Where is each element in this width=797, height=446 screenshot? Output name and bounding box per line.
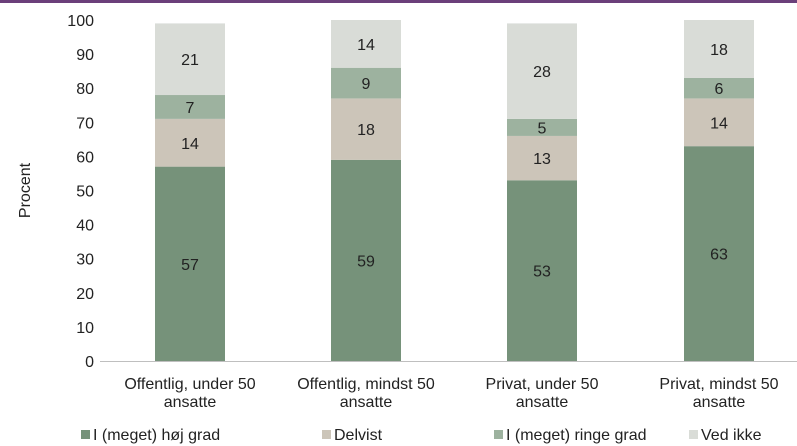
bar-stack: 53 13 5 28 (507, 23, 577, 361)
data-label: 57 (181, 257, 199, 274)
legend-item: Ved ikke (689, 427, 762, 444)
data-label: 63 (710, 247, 728, 264)
data-label: 53 (533, 264, 551, 281)
bars: 57 14 7 21 59 18 9 14 53 13 5 28 63 14 6 18 (155, 20, 754, 361)
data-label: 14 (357, 37, 375, 54)
category-label: ansatte (164, 394, 217, 411)
data-label: 59 (357, 253, 375, 270)
bar-segment (331, 67, 401, 99)
bar-segment (155, 118, 225, 167)
bar-stack: 57 14 7 21 (155, 23, 225, 361)
legend-swatch (689, 430, 698, 439)
legend-swatch (81, 430, 90, 439)
y-tick-label: 100 (67, 13, 94, 30)
y-tick-label: 70 (76, 115, 94, 132)
category-label: Privat, mindst 50 (659, 376, 778, 393)
data-label: 5 (538, 120, 547, 137)
y-tick-label: 40 (76, 218, 94, 235)
data-label: 14 (181, 136, 199, 153)
y-tick-label: 60 (76, 149, 94, 166)
bar-stack: 59 18 9 14 (331, 20, 401, 361)
data-label: 7 (186, 100, 195, 117)
category-label: Offentlig, mindst 50 (297, 376, 435, 393)
bar-segment (684, 98, 754, 147)
y-tick-label: 80 (76, 81, 94, 98)
data-label: 14 (710, 115, 728, 132)
legend-label: Delvist (334, 427, 383, 444)
legend-label: Ved ikke (701, 427, 762, 444)
legend-label: I (meget) høj grad (93, 427, 220, 444)
bar-segment (507, 135, 577, 181)
legend-swatch (494, 430, 503, 439)
bar-segment (507, 23, 577, 119)
bar-segment (507, 180, 577, 361)
bar-segment (684, 146, 754, 361)
data-label: 6 (715, 81, 724, 98)
category-label: ansatte (340, 394, 393, 411)
category-label: ansatte (516, 394, 569, 411)
bar-segment (331, 98, 401, 160)
bar-segment (684, 77, 754, 99)
data-label: 18 (710, 42, 728, 59)
y-tick-label: 50 (76, 184, 94, 201)
bar-segment (155, 23, 225, 96)
legend-item: I (meget) høj grad (81, 427, 220, 444)
data-label: 9 (362, 76, 371, 93)
bar-segment (331, 159, 401, 361)
y-axis: 0 10 20 30 40 50 60 70 80 90 100 (67, 13, 94, 371)
legend-label: I (meget) ringe grad (506, 427, 647, 444)
category-label: ansatte (693, 394, 746, 411)
legend-swatch (322, 430, 331, 439)
data-label: 13 (533, 151, 551, 168)
legend: I (meget) høj grad Delvist I (meget) ringe… (81, 427, 762, 444)
data-label: 28 (533, 64, 551, 81)
top-rule (0, 0, 797, 3)
bar-stack: 63 14 6 18 (684, 20, 754, 361)
data-label: 21 (181, 52, 199, 69)
y-tick-label: 90 (76, 47, 94, 64)
category-label: Privat, under 50 (486, 376, 599, 393)
y-tick-label: 10 (76, 320, 94, 337)
bar-segment (155, 95, 225, 119)
category-label: Offentlig, under 50 (124, 376, 255, 393)
bar-segment (507, 118, 577, 136)
y-tick-label: 20 (76, 286, 94, 303)
data-label: 18 (357, 122, 375, 139)
y-axis-title: Procent (17, 162, 34, 218)
legend-item: Delvist (322, 427, 383, 444)
bar-segment (155, 166, 225, 361)
bar-segment (684, 20, 754, 78)
legend-item: I (meget) ringe grad (494, 427, 647, 444)
y-tick-label: 0 (85, 354, 94, 371)
bar-segment (331, 20, 401, 68)
y-tick-label: 30 (76, 252, 94, 269)
